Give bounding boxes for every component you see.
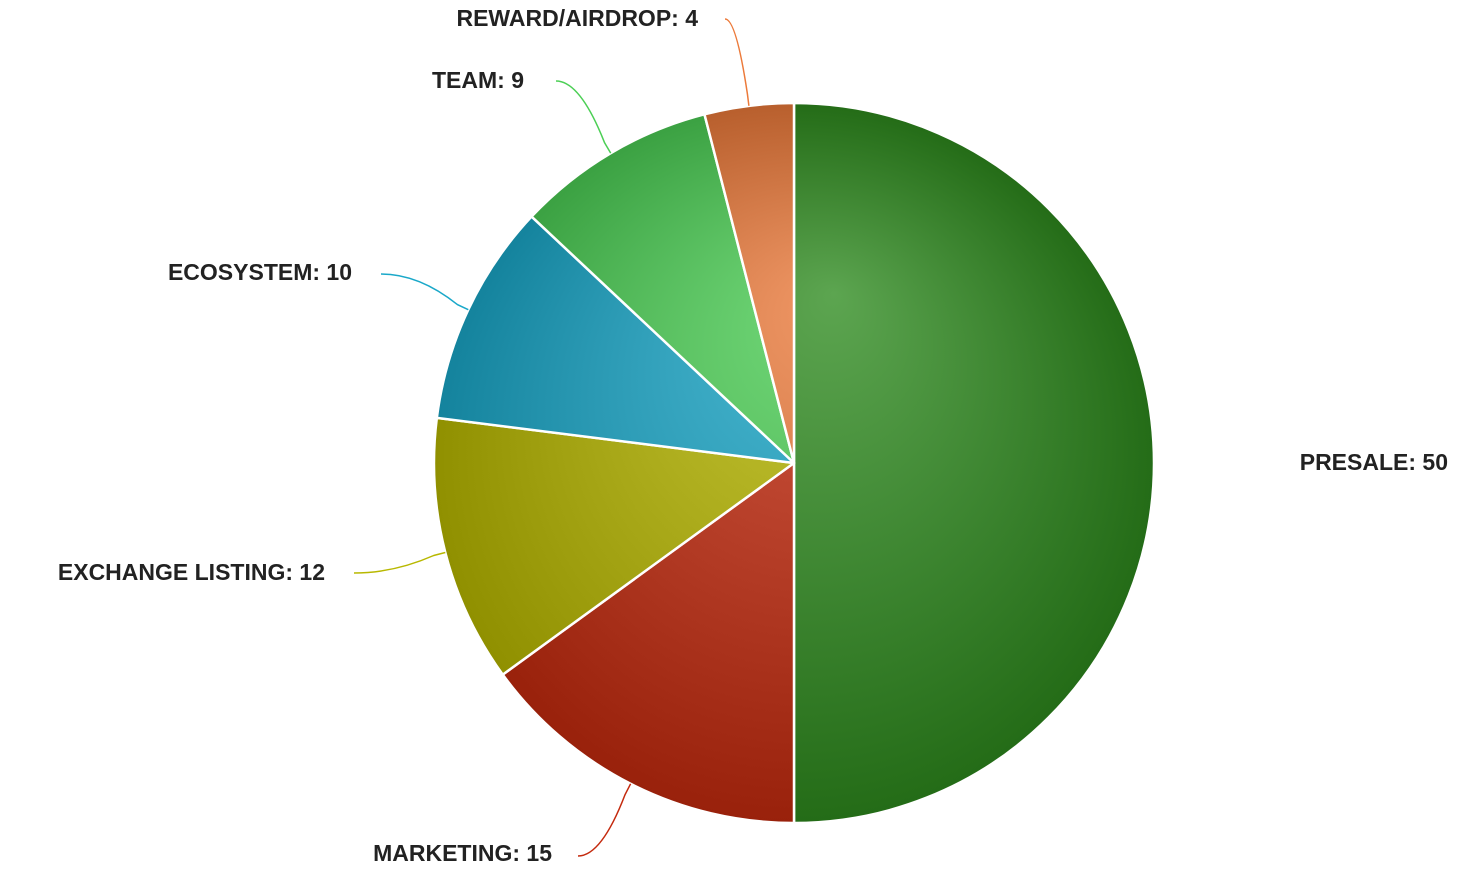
connector-team — [555, 80, 612, 154]
pie-slice-ecosystem[interactable] — [435, 215, 796, 465]
connector-ecosystem — [380, 273, 469, 311]
data-label-reward-airdrop: REWARD/AIRDROP: 4 — [456, 5, 698, 31]
connector-marketing — [577, 783, 632, 857]
data-label-presale: PRESALE: 50 — [1300, 449, 1448, 475]
connectors-layer — [353, 18, 750, 857]
pie-slice-presale[interactable] — [792, 101, 1156, 825]
data-label-team: TEAM: 9 — [432, 67, 524, 93]
labels-layer: PRESALE: 50 MARKETING: 15 EXCHANGE LISTING… — [58, 5, 1448, 866]
connector-reward-airdrop — [724, 18, 750, 106]
pie-slice-team[interactable] — [530, 113, 796, 465]
data-label-ecosystem: ECOSYSTEM: 10 — [168, 259, 352, 285]
pie-slice-reward-airdrop[interactable] — [703, 101, 796, 465]
pie-slice-marketing[interactable] — [501, 461, 796, 825]
data-label-marketing: MARKETING: 15 — [373, 840, 552, 866]
pie-slice-exchange-listing[interactable] — [432, 416, 796, 676]
connector-exchange-listing — [353, 551, 446, 574]
slices-layer — [432, 101, 1156, 825]
data-label-exchange-listing: EXCHANGE LISTING: 12 — [58, 559, 325, 585]
